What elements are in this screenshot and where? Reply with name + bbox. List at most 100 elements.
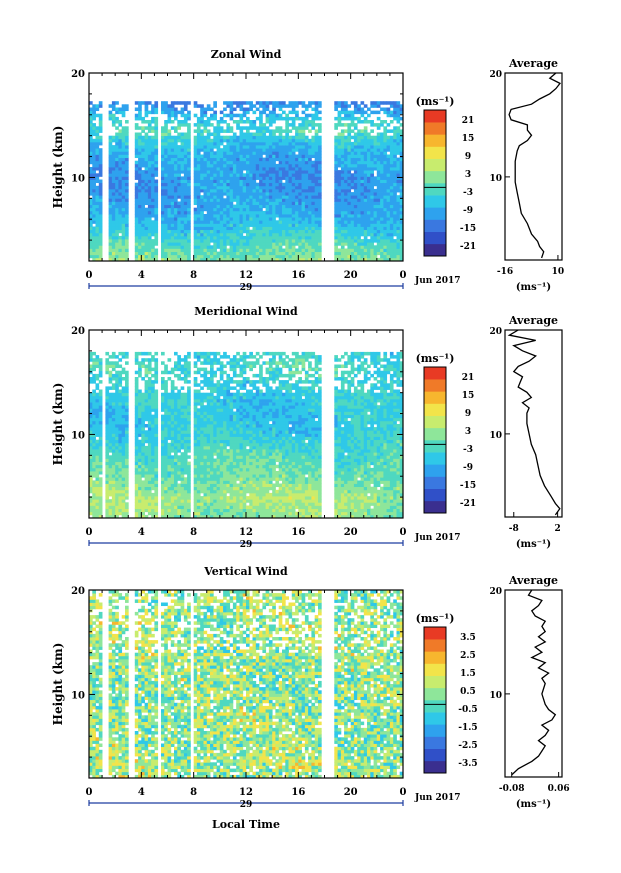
heatmap-cell [295, 201, 299, 206]
heatmap-cell [393, 239, 397, 243]
heatmap-cell [177, 157, 181, 162]
heatmap-cell [239, 232, 244, 237]
heatmap-cell [138, 367, 142, 372]
heatmap-cell [373, 157, 378, 162]
heatmap-cell [255, 173, 260, 177]
heatmap-cell [295, 163, 299, 168]
heatmap-cell [337, 163, 342, 168]
heatmap-cell [200, 141, 204, 146]
heatmap-cell [246, 141, 250, 146]
heatmap-cell [295, 198, 299, 202]
heatmap-cell [147, 492, 152, 497]
heatmap-cell [252, 239, 257, 243]
heatmap-cell [278, 163, 283, 168]
heatmap-cell [89, 167, 93, 171]
heatmap-cell [167, 110, 172, 115]
heatmap-cell [304, 179, 309, 184]
heatmap-cell [121, 210, 126, 215]
average-x-axis-label: (ms⁻¹) [516, 282, 551, 293]
heatmap-cell [203, 160, 208, 165]
heatmap-cell [151, 163, 155, 168]
heatmap-cell [340, 101, 345, 105]
heatmap-cell [206, 188, 211, 193]
heatmap-cell [373, 151, 378, 155]
heatmap-cell [105, 499, 110, 503]
heatmap-cell [92, 445, 96, 450]
heatmap-cell [121, 220, 126, 224]
heatmap-cell [360, 145, 365, 149]
heatmap-cell [210, 223, 214, 227]
heatmap-cell [161, 204, 165, 209]
heatmap-cell [268, 179, 273, 184]
heatmap-cell [111, 157, 116, 162]
heatmap-cell [318, 123, 322, 127]
heatmap-cell [337, 123, 342, 127]
heatmap-cell [252, 254, 257, 259]
heatmap-cell [298, 167, 302, 171]
heatmap-cell [272, 214, 276, 218]
heatmap-cell [193, 214, 198, 218]
heatmap-cell [232, 195, 237, 199]
heatmap-cell [370, 192, 374, 196]
heatmap-cell [252, 126, 257, 130]
heatmap-cell [386, 157, 391, 162]
heatmap-cell [193, 254, 198, 259]
heatmap-cell [285, 138, 289, 143]
heatmap-cell [147, 176, 152, 180]
heatmap-cell [275, 141, 280, 146]
heatmap-cell [161, 126, 165, 130]
heatmap-cell [95, 204, 100, 209]
heatmap-cell [265, 235, 270, 240]
heatmap-cell [111, 229, 116, 234]
heatmap-cell [229, 170, 234, 174]
heatmap-cell [118, 182, 123, 187]
heatmap-cell [370, 141, 374, 146]
heatmap-cell [161, 420, 165, 425]
heatmap-field [89, 351, 404, 519]
heatmap-cell [134, 467, 139, 472]
heatmap-cell [282, 210, 286, 215]
heatmap-cell [164, 104, 168, 108]
heatmap-cell [265, 101, 270, 105]
heatmap-cell [98, 373, 103, 378]
heatmap-cell [334, 217, 338, 221]
heatmap-cell [134, 204, 139, 209]
heatmap-cell [278, 182, 283, 187]
heatmap-cell [396, 232, 401, 237]
heatmap-cell [347, 132, 352, 137]
heatmap-cell [121, 185, 126, 190]
heatmap-cell [337, 188, 342, 193]
heatmap-cell [108, 148, 113, 152]
heatmap-cell [89, 116, 93, 121]
heatmap-cell [118, 163, 123, 168]
heatmap-cell [95, 483, 100, 488]
heatmap-cell [304, 163, 309, 168]
heatmap-cell [95, 217, 100, 221]
heatmap-cell [249, 235, 253, 240]
heatmap-cell [154, 492, 159, 497]
heatmap-cell [98, 486, 103, 491]
heatmap-cell [252, 223, 257, 227]
heatmap-cell [187, 132, 191, 137]
heatmap-cell [389, 195, 394, 199]
heatmap-cell [92, 452, 96, 456]
heatmap-cell [275, 138, 280, 143]
heatmap-cell [360, 173, 365, 177]
heatmap-cell [144, 392, 149, 397]
heatmap-cell [301, 101, 306, 105]
heatmap-cell [399, 254, 404, 259]
heatmap-cell [118, 138, 123, 143]
heatmap-cell [386, 217, 391, 221]
heatmap-cell [396, 229, 401, 234]
heatmap-cell [92, 185, 96, 190]
heatmap-cell [389, 201, 394, 206]
heatmap-cell [183, 145, 188, 149]
heatmap-cell [138, 239, 142, 243]
heatmap-cell [98, 192, 103, 196]
heatmap-cell [275, 229, 280, 234]
heatmap-cell [115, 458, 119, 463]
heatmap-cell [105, 480, 110, 484]
heatmap-cell [252, 123, 257, 127]
heatmap-cell [226, 135, 231, 140]
heatmap-cell [125, 120, 129, 124]
